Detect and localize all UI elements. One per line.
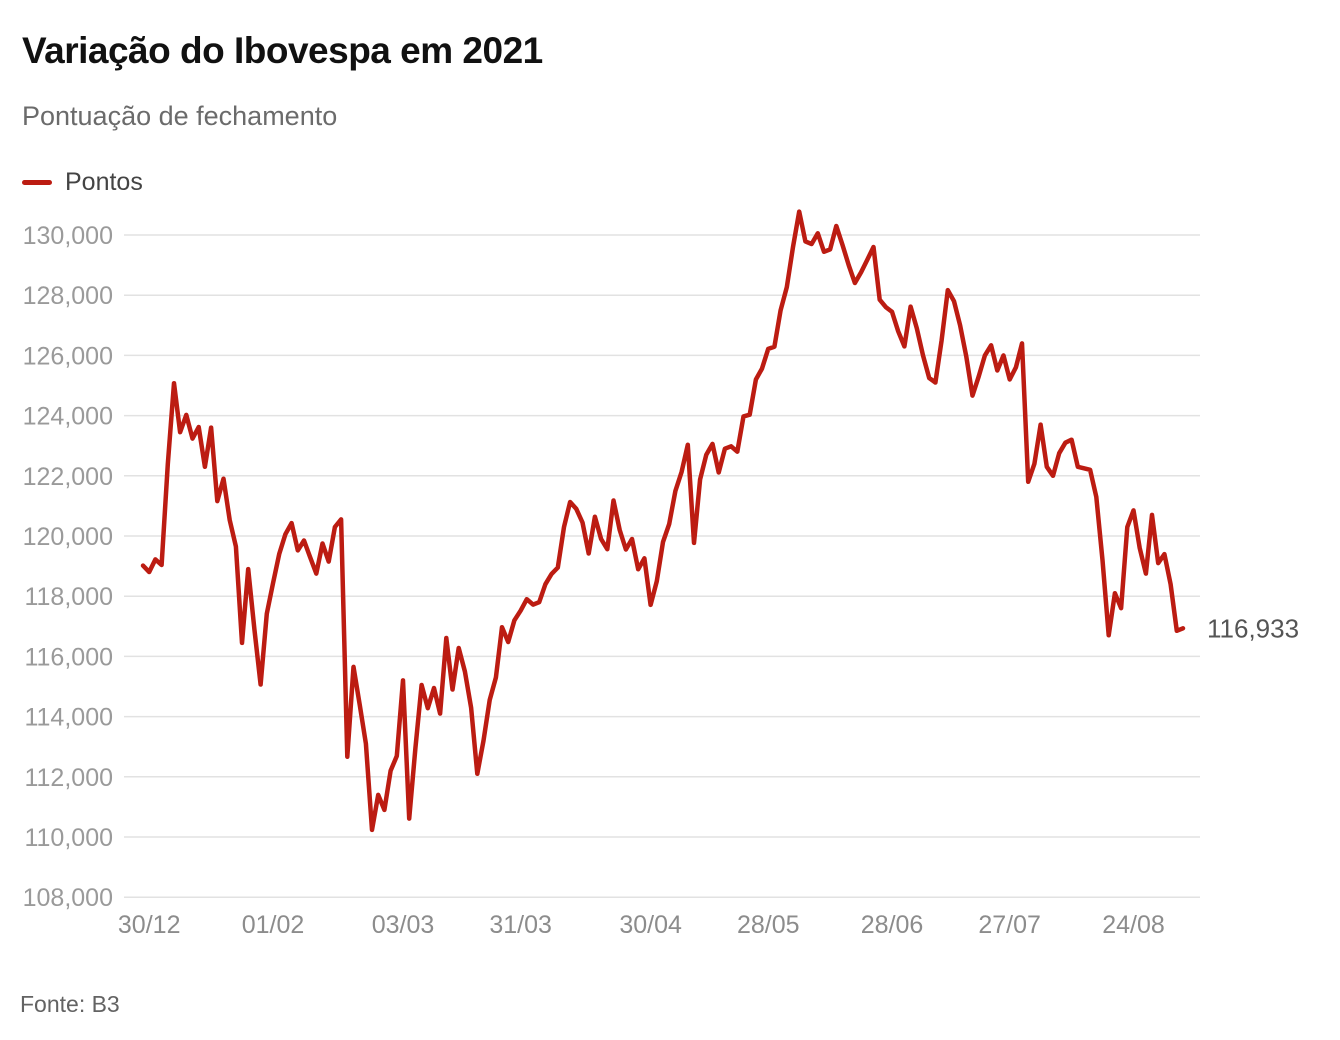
x-axis-tick-label: 31/03 <box>489 911 552 939</box>
x-axis-tick-label: 03/03 <box>372 911 435 939</box>
y-axis-tick-label: 124,000 <box>23 403 113 431</box>
legend-line-swatch-icon <box>22 180 52 185</box>
y-axis-tick-label: 120,000 <box>23 523 113 551</box>
y-axis-tick-label: 110,000 <box>24 824 113 852</box>
end-value-annotation: 116,933 <box>1207 613 1299 643</box>
page-title: Variação do Ibovespa em 2021 <box>22 30 543 71</box>
y-axis-tick-label: 114,000 <box>24 704 113 732</box>
x-axis-tick-label: 28/05 <box>737 911 800 939</box>
series-line-pontos <box>140 209 1186 833</box>
y-axis-tick-label: 128,000 <box>23 282 113 310</box>
x-axis-tick-label: 27/07 <box>978 911 1041 939</box>
x-axis-tick-label: 01/02 <box>242 911 305 939</box>
chart-subtitle: Pontuação de fechamento <box>22 101 338 131</box>
y-axis-tick-label: 122,000 <box>23 463 113 491</box>
y-axis-tick-label: 108,000 <box>23 884 113 912</box>
y-axis-tick-label: 118,000 <box>24 583 113 611</box>
x-axis-tick-label: 30/12 <box>118 911 181 939</box>
chart-legend: Pontos <box>22 168 143 197</box>
x-axis-tick-label: 24/08 <box>1102 911 1165 939</box>
legend-series-label: Pontos <box>65 168 143 196</box>
source-credit: Fonte: B3 <box>20 991 120 1017</box>
x-axis-tick-label: 30/04 <box>619 911 682 939</box>
x-axis-tick-label: 28/06 <box>861 911 924 939</box>
y-axis-tick-label: 130,000 <box>23 222 113 250</box>
y-axis-tick-label: 116,000 <box>24 643 113 671</box>
y-axis-tick-label: 112,000 <box>24 764 113 792</box>
y-axis-tick-label: 126,000 <box>23 342 113 370</box>
